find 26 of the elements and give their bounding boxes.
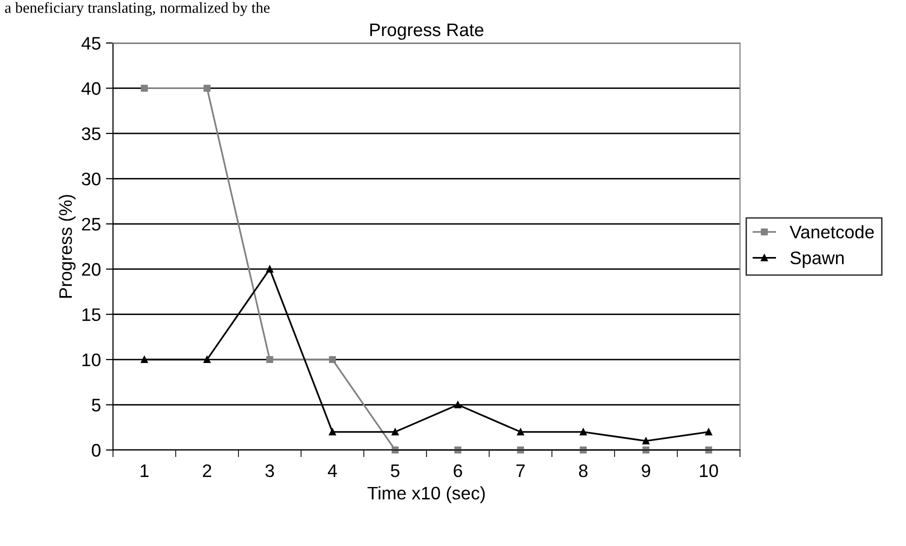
y-tick-label: 30 xyxy=(82,172,100,186)
text: a beneficiary translating, normalized by the xyxy=(5,2,270,16)
chart-title: Progress Rate xyxy=(370,24,484,40)
legend-label: Spawn xyxy=(790,251,844,268)
y-tick-label: 0 xyxy=(92,444,100,457)
y-tick-label: 45 xyxy=(82,37,100,50)
y-tick-label: 25 xyxy=(82,218,100,231)
x-tick-label: 4 xyxy=(328,464,337,477)
y-axis-title: Progress (%) xyxy=(58,194,76,298)
y-tick-label: 10 xyxy=(82,353,100,366)
x-tick-label: 10 xyxy=(700,464,718,478)
x-tick-label: 5 xyxy=(390,464,400,478)
x-tick-label: 1 xyxy=(140,464,148,477)
x-tick-label: 8 xyxy=(579,464,588,478)
y-tick-label: 20 xyxy=(82,263,100,276)
x-tick-label: 3 xyxy=(265,464,274,478)
y-tick-label: 35 xyxy=(82,127,100,140)
x-tick-label: 2 xyxy=(202,464,212,477)
x-axis-title: Time x10 (sec) xyxy=(368,486,485,504)
x-tick-label: 9 xyxy=(642,464,650,478)
y-tick-label: 40 xyxy=(82,82,100,95)
y-tick-label: 15 xyxy=(82,308,100,322)
x-tick-label: 6 xyxy=(454,464,462,478)
y-tick-label: 5 xyxy=(92,398,100,412)
x-tick-label: 7 xyxy=(516,464,525,477)
legend-label: Vanetcode xyxy=(790,225,874,238)
